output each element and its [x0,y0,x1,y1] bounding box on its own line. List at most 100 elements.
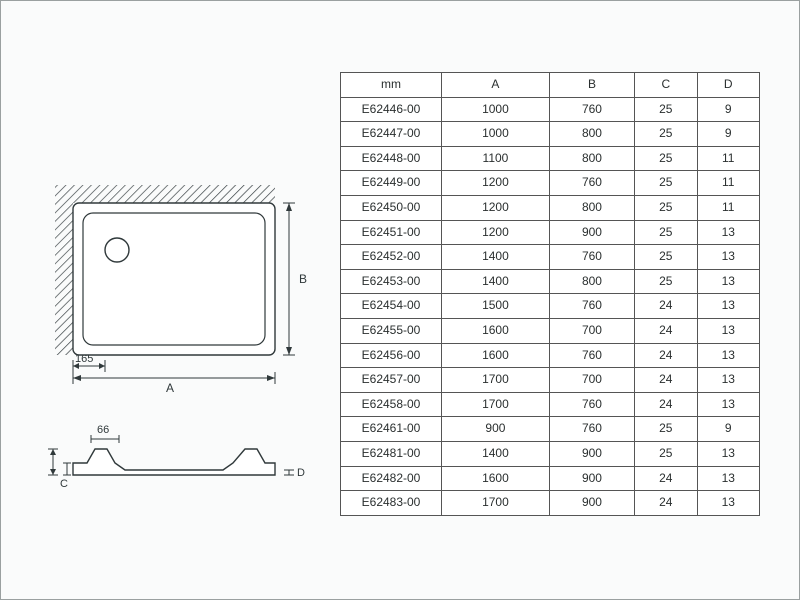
table-cell: 9 [697,97,759,122]
table-cell: 1700 [442,491,550,516]
table-cell: 25 [635,122,697,147]
table-cell: 13 [697,491,759,516]
shower-tray-drawing: B A 165 66 40 [45,180,325,550]
table-cell: 25 [635,441,697,466]
dim-label-C: C [60,478,68,490]
table-cell: 1000 [442,97,550,122]
table-cell: 760 [549,245,634,270]
table-cell: E62456-00 [341,343,442,368]
table-cell: 13 [697,220,759,245]
table-cell: 13 [697,441,759,466]
table-cell: 700 [549,368,634,393]
table-cell: 900 [549,466,634,491]
table-cell: 24 [635,318,697,343]
table-cell: 24 [635,491,697,516]
col-header: B [549,73,634,98]
table-cell: 13 [697,269,759,294]
table-cell: 13 [697,245,759,270]
table-cell: 24 [635,466,697,491]
col-header: A [442,73,550,98]
table-cell: 1200 [442,171,550,196]
table-cell: E62461-00 [341,417,442,442]
table-cell: 900 [549,491,634,516]
table-cell: 24 [635,294,697,319]
table-cell: E62482-00 [341,466,442,491]
table-cell: 1400 [442,245,550,270]
table-row: E62448-0011008002511 [341,146,760,171]
table-cell: 1600 [442,466,550,491]
dim-label-D: D [297,467,305,479]
table-cell: 24 [635,368,697,393]
table-cell: E62447-00 [341,122,442,147]
table-cell: 25 [635,97,697,122]
table-row: E62457-0017007002413 [341,368,760,393]
table-cell: E62450-00 [341,195,442,220]
table-row: E62455-0016007002413 [341,318,760,343]
table-cell: 900 [549,441,634,466]
table-cell: E62452-00 [341,245,442,270]
table-cell: E62453-00 [341,269,442,294]
table-cell: 1700 [442,392,550,417]
table-cell: 1400 [442,441,550,466]
table-cell: 900 [549,220,634,245]
col-header: mm [341,73,442,98]
table-cell: 25 [635,146,697,171]
table-cell: 13 [697,318,759,343]
table-cell: 1600 [442,343,550,368]
table-cell: E62454-00 [341,294,442,319]
table-cell: 1100 [442,146,550,171]
table-cell: E62451-00 [341,220,442,245]
table-row: E62446-001000760259 [341,97,760,122]
table-cell: 13 [697,392,759,417]
table-cell: E62483-00 [341,491,442,516]
table-cell: E62458-00 [341,392,442,417]
table-cell: 25 [635,417,697,442]
table-row: E62453-0014008002513 [341,269,760,294]
table-cell: 1000 [442,122,550,147]
table-cell: E62448-00 [341,146,442,171]
dim-label-B: B [299,272,307,286]
table-row: E62447-001000800259 [341,122,760,147]
table-row: E62461-00900760259 [341,417,760,442]
table-cell: 11 [697,146,759,171]
table-cell: 24 [635,392,697,417]
table-cell: 760 [549,343,634,368]
table-cell: 800 [549,146,634,171]
table-cell: 800 [549,195,634,220]
table-cell: E62455-00 [341,318,442,343]
table-row: E62449-0012007602511 [341,171,760,196]
table-cell: 25 [635,195,697,220]
table-cell: 1600 [442,318,550,343]
dim-label-66: 66 [97,424,109,436]
table-cell: E62481-00 [341,441,442,466]
table-cell: E62446-00 [341,97,442,122]
table-row: E62451-0012009002513 [341,220,760,245]
technical-diagram: B A 165 66 40 [45,180,305,540]
table-cell: 1200 [442,195,550,220]
table-row: E62456-0016007602413 [341,343,760,368]
table-cell: 1700 [442,368,550,393]
table-row: E62452-0014007602513 [341,245,760,270]
col-header: C [635,73,697,98]
table-cell: 760 [549,417,634,442]
table-cell: 760 [549,294,634,319]
table-cell: 25 [635,245,697,270]
table-row: E62454-0015007602413 [341,294,760,319]
table-cell: 760 [549,171,634,196]
table-cell: 1200 [442,220,550,245]
table-row: E62483-0017009002413 [341,491,760,516]
table-cell: 13 [697,368,759,393]
table-cell: 25 [635,171,697,196]
table-cell: 760 [549,392,634,417]
table-cell: 800 [549,122,634,147]
dimensions-table-container: mm A B C D E62446-001000760259E62447-001… [340,72,760,516]
table-header-row: mm A B C D [341,73,760,98]
table-cell: 11 [697,195,759,220]
table-cell: 11 [697,171,759,196]
table-row: E62481-0014009002513 [341,441,760,466]
table-cell: 800 [549,269,634,294]
table-cell: 24 [635,343,697,368]
col-header: D [697,73,759,98]
dim-label-A: A [166,381,174,395]
table-cell: 1500 [442,294,550,319]
